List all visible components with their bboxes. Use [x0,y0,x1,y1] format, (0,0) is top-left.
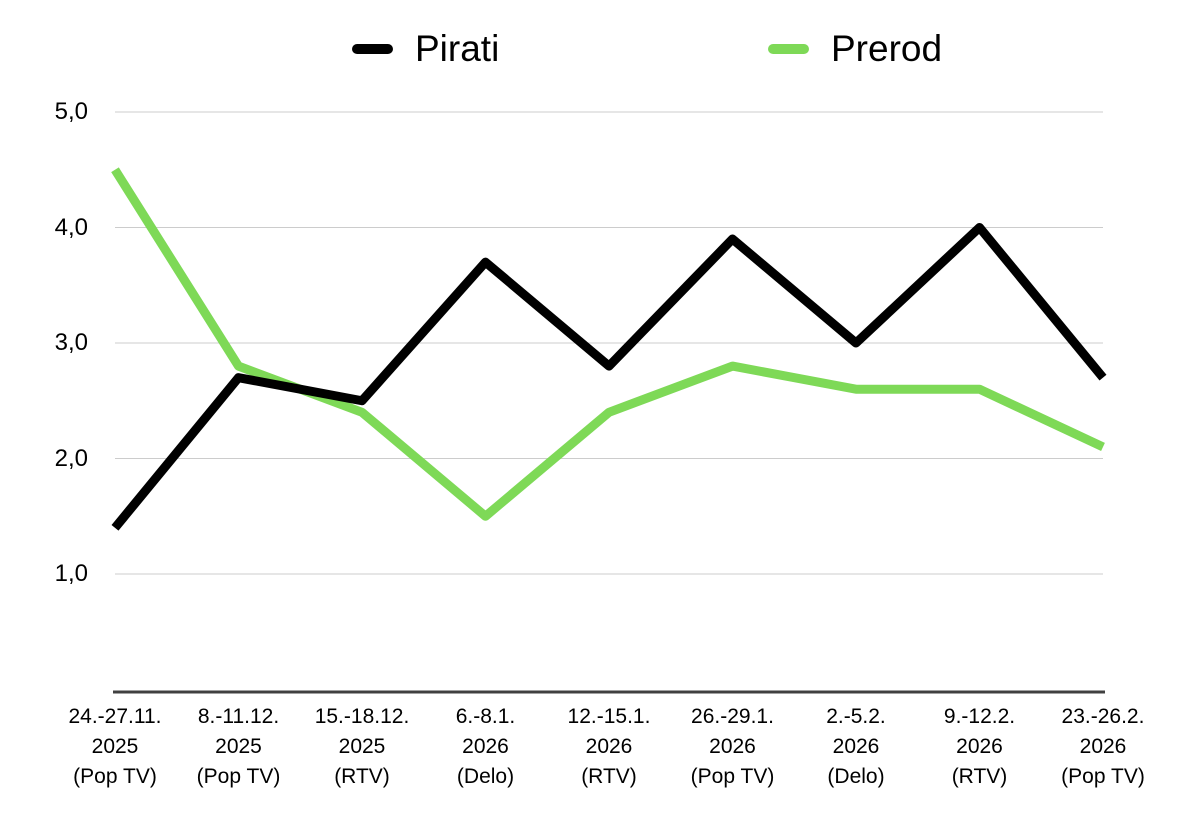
x-axis-label-line: 2026 [462,735,509,758]
legend-label-prerod: Prerod [831,28,943,69]
x-axis-label: 24.-27.11. 2025 (Pop TV) [45,702,185,792]
x-axis-label-line: 2026 [1079,735,1127,758]
y-axis-tick-label: 3,0 [54,329,88,356]
x-axis-label-line: 2025 [215,735,262,758]
x-axis-label-line: (Delo) [827,765,885,788]
x-axis-label-line: 24.-27.11. [68,705,162,728]
series-line-pirati [111,223,1107,531]
x-axis-label-line: (Delo) [456,765,515,788]
y-axis-tick-label: 1,0 [54,560,88,587]
x-axis-label-line: 6.-8.1. [455,705,516,728]
x-axis-label-line: 8.-11.12. [197,705,280,728]
pirati-line-swatch-icon [352,44,393,54]
x-axis-label: 8.-11.12. 2025 (Pop TV) [169,702,309,792]
legend-item-prerod: Prerod [768,26,942,72]
x-axis-label-line: 26.-29.1. [691,705,774,728]
x-axis-label: 9.-12.2. 2026 (RTV) [910,702,1050,792]
x-axis-label: 6.-8.1. 2026 (Delo) [416,702,556,792]
legend-label-pirati: Pirati [415,28,500,69]
chart-legend: Pirati Prerod [0,26,1200,72]
x-axis-label: 23.-26.2. 2026 (Pop TV) [1033,702,1173,792]
x-axis-label-line: 2026 [709,735,756,758]
x-axis-label-line: (RTV) [334,765,390,788]
x-axis-label-line: 2025 [91,735,139,758]
x-axis-label-line: (Pop TV) [1061,765,1145,788]
x-axis-label: 26.-29.1. 2026 (Pop TV) [663,702,803,792]
y-axis-tick-label: 2,0 [54,444,88,472]
x-axis-label: 15.-18.12. 2025 (RTV) [292,702,432,792]
x-axis-label: 12.-15.1. 2026 (RTV) [539,702,679,792]
x-axis-label-line: 2026 [956,735,1003,758]
y-axis-tick-label: 4,0 [54,213,88,241]
x-axis-label-line: (RTV) [581,765,637,788]
y-axis-tick-label: 5,0 [54,98,88,125]
x-axis-label-line: 2025 [338,735,386,758]
x-axis-label-line: 15.-18.12. [314,705,410,728]
x-axis-label-line: 2026 [585,735,633,758]
legend-item-pirati: Pirati [352,26,499,72]
x-axis-label-line: 23.-26.2. [1061,705,1145,728]
x-axis-label: 2.-5.2. 2026 (Delo) [786,702,926,792]
x-axis-label-line: (Pop TV) [73,765,157,788]
x-axis-label-line: 2026 [832,735,880,758]
x-axis-label-line: (Pop TV) [196,765,281,788]
prerod-line-swatch-icon [768,44,809,54]
x-axis-label-line: 12.-15.1. [567,705,651,728]
x-axis-label-line: 2.-5.2. [826,705,886,728]
x-axis-label-line: (RTV) [951,765,1008,788]
x-axis-label-line: (Pop TV) [690,765,775,788]
x-axis-label-line: 9.-12.2. [943,705,1016,728]
